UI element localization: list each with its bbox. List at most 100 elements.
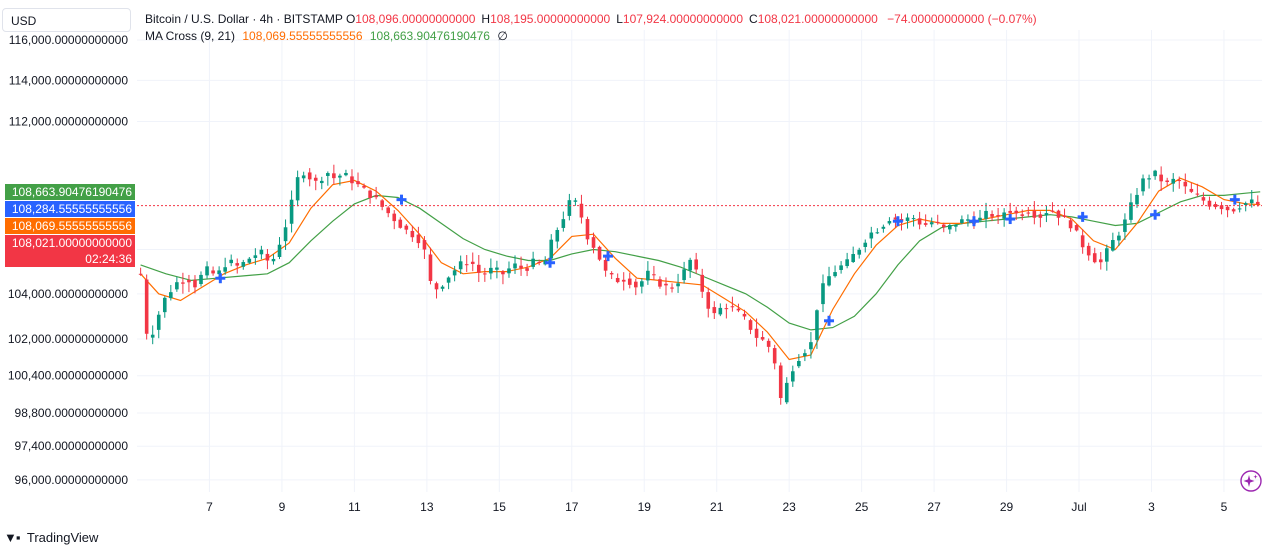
candle <box>404 224 409 235</box>
indicator-signal-value: ∅ <box>497 29 508 43</box>
candle <box>712 301 717 319</box>
candle-body <box>615 277 620 283</box>
candle-body <box>881 226 886 229</box>
candle <box>1098 252 1103 270</box>
candle-body <box>754 328 759 338</box>
candle-body <box>1105 248 1109 262</box>
candle-body <box>211 270 215 274</box>
cross-markers-layer <box>215 194 1240 326</box>
candle <box>489 258 493 280</box>
candle <box>247 256 252 265</box>
candle-body <box>319 180 324 184</box>
candle-body <box>253 255 258 258</box>
candle-body <box>646 270 650 281</box>
candle <box>271 254 276 265</box>
time-axis[interactable]: 7 9 11 13 15 17 19 21 23 25 27 29 Jul 3 5 <box>206 500 1227 514</box>
candle-body <box>688 259 692 271</box>
candle-body <box>778 365 783 399</box>
candle-body <box>730 306 735 308</box>
candle-body <box>1008 210 1012 213</box>
candle-body <box>1141 178 1145 192</box>
candle <box>881 224 886 233</box>
candle-body <box>809 342 813 350</box>
tradingview-logo[interactable]: ▼▪ TradingView <box>4 530 98 545</box>
candle-body <box>175 282 179 290</box>
candle-body <box>996 215 1000 217</box>
x-tick-label: 23 <box>782 500 796 514</box>
candle <box>857 247 862 259</box>
candle <box>917 211 922 230</box>
candle-body <box>833 272 837 277</box>
candle-body <box>1183 181 1188 187</box>
y-tick-label: 98,800.00000000000 <box>15 406 129 420</box>
candle <box>1153 169 1157 180</box>
candle <box>1135 188 1139 208</box>
candle-body <box>893 217 898 220</box>
candle <box>609 271 614 280</box>
candle <box>579 194 584 224</box>
candle-body <box>1111 240 1115 251</box>
ma-cross-marker <box>545 257 556 268</box>
candle <box>428 247 433 285</box>
candle <box>978 209 982 223</box>
candle <box>658 276 662 289</box>
currency-selector[interactable]: USD <box>2 8 131 32</box>
candle <box>1243 201 1248 212</box>
candle <box>954 224 958 232</box>
candle <box>1165 177 1169 186</box>
candle <box>386 206 391 218</box>
candle-body <box>489 267 493 274</box>
candle-body <box>144 279 149 334</box>
ohlc-values: O108,096.00000000000 H108,195.00000000000… <box>346 12 884 26</box>
candle <box>193 275 197 294</box>
candle <box>277 237 282 260</box>
price-axis[interactable]: 116,000.00000000000 114,000.00000000000 11… <box>8 33 128 487</box>
candle <box>863 239 868 253</box>
candle <box>1044 205 1049 223</box>
candle <box>700 268 705 298</box>
indicator-name[interactable]: MA Cross (9, 21) <box>145 29 236 43</box>
candle-body <box>585 219 590 240</box>
candle-body <box>1195 193 1200 195</box>
candle-body <box>766 340 771 347</box>
candle <box>211 266 215 276</box>
candle <box>1086 242 1091 261</box>
candle <box>652 265 656 280</box>
candle-body <box>326 173 330 176</box>
candle <box>1219 201 1224 215</box>
candle-body <box>815 310 819 340</box>
candle-body <box>790 371 795 382</box>
symbol-title[interactable]: Bitcoin / U.S. Dollar · 4h · BITSTAMP <box>145 12 343 26</box>
candle <box>283 219 288 250</box>
candle <box>458 255 463 275</box>
ma-cross-marker <box>396 194 407 205</box>
candle-body <box>1068 220 1073 229</box>
candle <box>923 214 928 227</box>
candle-body <box>772 348 777 364</box>
candle-body <box>676 283 680 287</box>
candle-body <box>241 262 246 267</box>
candle <box>996 207 1000 225</box>
candle <box>694 252 698 274</box>
candle <box>356 172 360 188</box>
candle <box>138 267 143 276</box>
ai-sparkle-icon[interactable] <box>1240 470 1262 492</box>
candle-body <box>338 175 342 178</box>
candle <box>175 276 179 292</box>
candle-body <box>464 264 469 266</box>
candle-body <box>929 222 934 225</box>
price-tag: 108,069.55555555556 <box>5 217 135 234</box>
candle-body <box>1032 210 1037 218</box>
candle <box>990 210 994 222</box>
candle-body <box>187 279 191 283</box>
candle <box>1189 182 1194 194</box>
candle-body <box>621 279 626 282</box>
candle-body <box>398 219 403 228</box>
candle <box>1141 174 1145 196</box>
candle-body <box>1255 201 1260 205</box>
x-tick-label: 9 <box>279 500 286 514</box>
candle-body <box>356 181 360 185</box>
x-tick-label: Jul <box>1071 500 1086 514</box>
